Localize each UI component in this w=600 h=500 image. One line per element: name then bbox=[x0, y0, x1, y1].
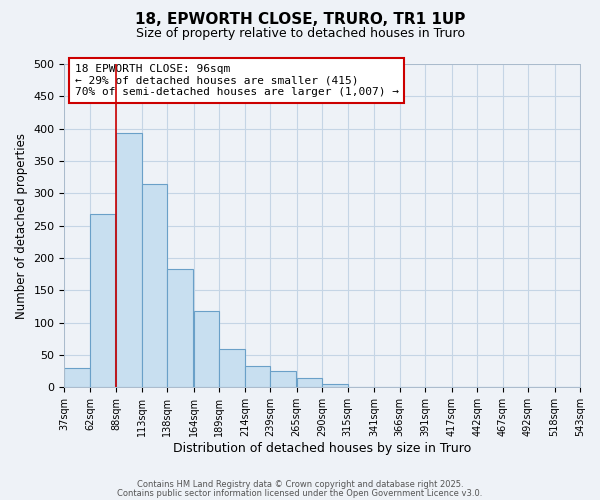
Bar bbox=[219, 349, 245, 388]
Text: Size of property relative to detached houses in Truro: Size of property relative to detached ho… bbox=[136, 28, 464, 40]
Bar bbox=[297, 378, 322, 388]
Y-axis label: Number of detached properties: Number of detached properties bbox=[15, 132, 28, 318]
Bar bbox=[245, 366, 270, 388]
Bar bbox=[194, 311, 219, 388]
X-axis label: Distribution of detached houses by size in Truro: Distribution of detached houses by size … bbox=[173, 442, 472, 455]
Bar bbox=[64, 368, 90, 388]
Bar bbox=[116, 133, 142, 388]
Text: 18 EPWORTH CLOSE: 96sqm
← 29% of detached houses are smaller (415)
70% of semi-d: 18 EPWORTH CLOSE: 96sqm ← 29% of detache… bbox=[75, 64, 399, 97]
Bar bbox=[90, 214, 115, 388]
Bar bbox=[142, 184, 167, 388]
Text: Contains public sector information licensed under the Open Government Licence v3: Contains public sector information licen… bbox=[118, 489, 482, 498]
Text: Contains HM Land Registry data © Crown copyright and database right 2025.: Contains HM Land Registry data © Crown c… bbox=[137, 480, 463, 489]
Bar bbox=[322, 384, 347, 388]
Text: 18, EPWORTH CLOSE, TRURO, TR1 1UP: 18, EPWORTH CLOSE, TRURO, TR1 1UP bbox=[135, 12, 465, 28]
Bar bbox=[167, 269, 193, 388]
Bar bbox=[270, 370, 296, 388]
